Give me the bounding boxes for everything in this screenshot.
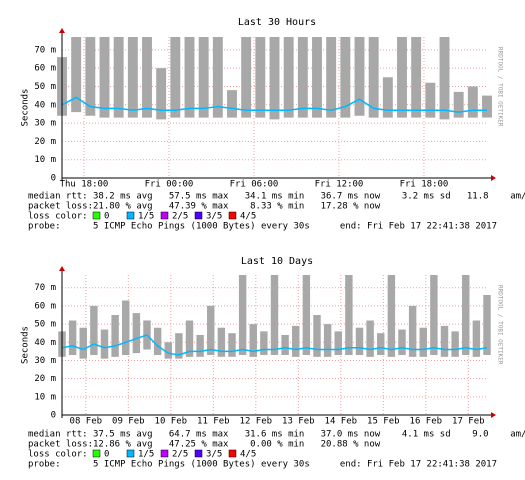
stat-label: packet loss: bbox=[28, 440, 93, 450]
probe-text: 5 ICMP Echo Pings (1000 Bytes) every 30s bbox=[93, 222, 310, 232]
legend-item: 2/5 bbox=[172, 212, 188, 222]
stat-text: 38.2 ms avg 57.5 ms max 34.1 ms min 36.7… bbox=[93, 192, 525, 202]
stat-text: 12.86 % avg 47.25 % max 0.00 % min 20.88… bbox=[93, 440, 381, 450]
x-tick-label: 15 Feb bbox=[367, 417, 400, 427]
y-tick-label: 10 m bbox=[34, 392, 56, 402]
x-tick-label: 17 Feb bbox=[452, 417, 485, 427]
legend-item: 3/5 bbox=[206, 212, 222, 222]
legend-swatch bbox=[126, 211, 135, 220]
y-tick-label: 0 bbox=[51, 411, 56, 421]
y-tick-label: 60 m bbox=[34, 64, 56, 74]
x-tick-label: 12 Feb bbox=[240, 417, 273, 427]
legend-swatch bbox=[160, 211, 169, 220]
probe-end: end: Fri Feb 17 22:41:38 2017 bbox=[340, 460, 497, 470]
chart-title: Last 10 Days bbox=[241, 256, 313, 267]
x-tick-label: 08 Feb bbox=[70, 417, 103, 427]
x-tick-label: Fri 18:00 bbox=[400, 180, 449, 190]
legend-swatch bbox=[228, 211, 237, 220]
legend-swatch bbox=[194, 211, 203, 220]
x-tick-label: 11 Feb bbox=[197, 417, 230, 427]
y-tick-label: 50 m bbox=[34, 320, 56, 330]
x-tick-label: 09 Feb bbox=[112, 417, 145, 427]
x-tick-label: Thu 18:00 bbox=[60, 180, 109, 190]
probe-label: probe: bbox=[28, 460, 61, 470]
legend-item: 0 bbox=[104, 212, 109, 222]
legend-item: 2/5 bbox=[172, 450, 188, 460]
axis-arrow bbox=[491, 412, 496, 418]
axis-arrow bbox=[59, 266, 65, 271]
y-axis-label: Seconds bbox=[21, 326, 31, 364]
y-tick-label: 20 m bbox=[34, 137, 56, 147]
stat-text: 21.80 % avg 47.39 % max 8.33 % min 17.28… bbox=[93, 202, 381, 212]
stat-label: median rtt: bbox=[28, 192, 88, 202]
y-tick-label: 60 m bbox=[34, 301, 56, 311]
probe-label: probe: bbox=[28, 222, 61, 232]
x-tick-label: Fri 06:00 bbox=[230, 180, 279, 190]
axis-arrow bbox=[491, 175, 496, 181]
chart-title: Last 30 Hours bbox=[238, 17, 316, 28]
y-tick-label: 50 m bbox=[34, 82, 56, 92]
stat-text: 37.5 ms avg 64.7 ms max 31.6 ms min 37.0… bbox=[93, 430, 525, 440]
axis-arrow bbox=[59, 28, 65, 33]
x-tick-label: 10 Feb bbox=[155, 417, 188, 427]
legend-swatch bbox=[228, 449, 237, 458]
legend-item: 1/5 bbox=[138, 450, 154, 460]
side-label: RRDTOOL / TOBI OETIKER bbox=[497, 285, 504, 365]
y-tick-label: 0 bbox=[51, 174, 56, 184]
x-tick-label: 13 Feb bbox=[282, 417, 315, 427]
x-tick-label: Fri 00:00 bbox=[145, 180, 194, 190]
x-tick-label: Fri 12:00 bbox=[315, 180, 364, 190]
x-tick-label: 16 Feb bbox=[410, 417, 443, 427]
legend-item: 1/5 bbox=[138, 212, 154, 222]
probe-text: 5 ICMP Echo Pings (1000 Bytes) every 30s bbox=[93, 460, 310, 470]
legend-label: loss color: bbox=[28, 450, 88, 460]
median-line bbox=[61, 96, 487, 113]
stat-label: packet loss: bbox=[28, 202, 93, 212]
legend-label: loss color: bbox=[28, 212, 88, 222]
x-tick-label: 14 Feb bbox=[325, 417, 358, 427]
probe-end: end: Fri Feb 17 22:41:38 2017 bbox=[340, 222, 497, 232]
side-label: RRDTOOL / TOBI OETIKER bbox=[497, 47, 504, 127]
legend-swatch bbox=[92, 449, 101, 458]
legend-item: 4/5 bbox=[240, 450, 256, 460]
legend-swatch bbox=[126, 449, 135, 458]
y-axis-label: Seconds bbox=[21, 89, 31, 127]
y-tick-label: 70 m bbox=[34, 283, 56, 293]
y-tick-label: 40 m bbox=[34, 338, 56, 348]
legend-swatch bbox=[194, 449, 203, 458]
y-tick-label: 20 m bbox=[34, 374, 56, 384]
legend-item: 4/5 bbox=[240, 212, 256, 222]
y-tick-label: 10 m bbox=[34, 155, 56, 165]
y-tick-label: 40 m bbox=[34, 100, 56, 110]
y-tick-label: 30 m bbox=[34, 119, 56, 129]
legend-item: 3/5 bbox=[206, 450, 222, 460]
y-tick-label: 30 m bbox=[34, 356, 56, 366]
legend-swatch bbox=[160, 449, 169, 458]
legend-swatch bbox=[92, 211, 101, 220]
median-line bbox=[61, 334, 488, 356]
y-tick-label: 70 m bbox=[34, 45, 56, 55]
legend-item: 0 bbox=[104, 450, 109, 460]
stat-label: median rtt: bbox=[28, 430, 88, 440]
